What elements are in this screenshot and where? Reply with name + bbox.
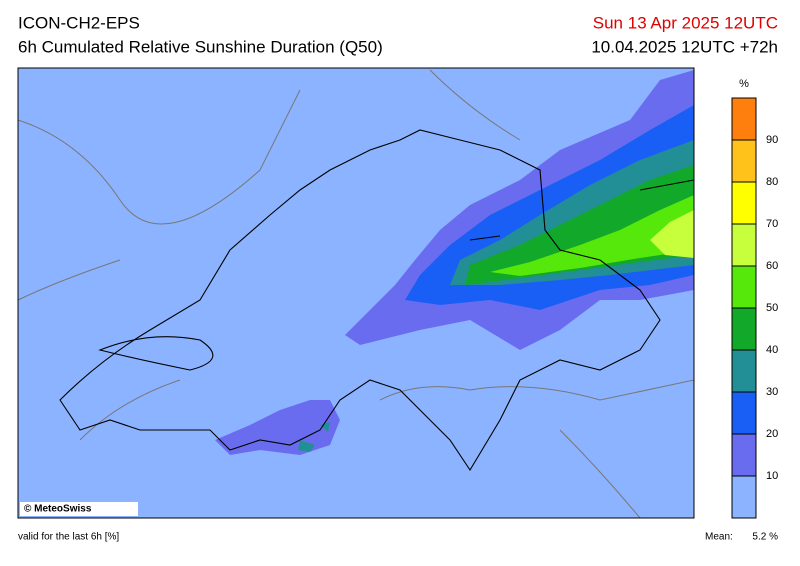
colorbar-tick-label: 60 xyxy=(766,260,778,272)
valid-date: Sun 13 Apr 2025 12UTC xyxy=(593,13,778,32)
colorbar-tick-label: 20 xyxy=(766,428,778,440)
mean-value: 5.2 % xyxy=(752,532,778,543)
colorbar-tick-label: 80 xyxy=(766,176,778,188)
sunshine-area xyxy=(215,400,340,455)
colorbar-band xyxy=(732,476,756,518)
colorbar-band xyxy=(732,350,756,392)
colorbar-band xyxy=(732,434,756,476)
colorbar-band xyxy=(732,392,756,434)
sunshine-area xyxy=(650,210,694,258)
mean-label: Mean: xyxy=(705,532,733,543)
footer-note: valid for the last 6h [%] xyxy=(18,532,119,543)
colorbar-band xyxy=(732,98,756,140)
colorbar-tick-label: 10 xyxy=(766,470,778,482)
sunshine-area xyxy=(298,422,330,452)
colorbar-band xyxy=(732,308,756,350)
colorbar-band xyxy=(732,266,756,308)
title: ICON-CH2-EPS xyxy=(18,13,140,32)
sunshine-fields xyxy=(215,70,694,455)
colorbar-tick-label: 50 xyxy=(766,302,778,314)
copyright: © MeteoSwiss xyxy=(24,504,92,515)
colorbar-band xyxy=(732,182,756,224)
colorbar-unit: % xyxy=(739,78,749,90)
map: © MeteoSwiss xyxy=(17,67,695,519)
colorbar-tick-label: 70 xyxy=(766,218,778,230)
sunshine-area xyxy=(490,195,694,276)
subtitle: 6h Cumulated Relative Sunshine Duration … xyxy=(18,37,383,56)
colorbar-band xyxy=(732,140,756,182)
colorbar-tick-label: 90 xyxy=(766,134,778,146)
run-time: 10.04.2025 12UTC +72h xyxy=(591,37,778,56)
colorbar-tick-label: 30 xyxy=(766,386,778,398)
map-frame xyxy=(17,67,695,519)
colorbar-band xyxy=(732,224,756,266)
copyright-box xyxy=(20,502,138,516)
colorbar-tick-label: 40 xyxy=(766,344,778,356)
colorbar: % 10 20 30 40 50 60 70 80 90 xyxy=(731,78,778,519)
